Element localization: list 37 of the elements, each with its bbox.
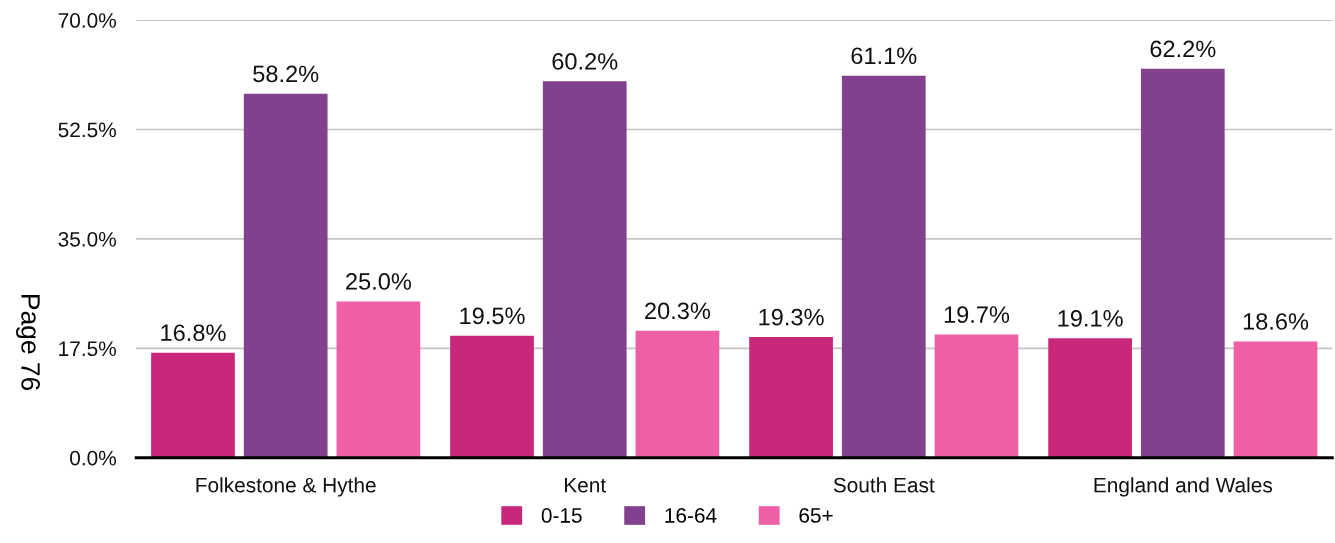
data-label: 58.2% <box>253 65 319 83</box>
x-tick-label: Folkestone & Hythe <box>196 477 376 497</box>
text: Page 76 <box>16 295 40 391</box>
y-tick-label: 17.5% <box>59 341 116 357</box>
data-label: 19.5% <box>460 307 525 325</box>
data-label: 62.2% <box>1150 40 1216 58</box>
bar <box>1140 68 1225 458</box>
bar <box>243 93 328 458</box>
data-label: 19.1% <box>1058 310 1123 327</box>
x-tick-label: Kent <box>565 477 607 493</box>
bar <box>336 301 421 458</box>
bar <box>635 330 720 458</box>
bar <box>542 81 627 458</box>
data-label: 16.8% <box>161 324 226 342</box>
data-label: 25.0% <box>346 273 412 290</box>
legend-label: 0-15 <box>541 508 582 523</box>
data-label: 20.3% <box>645 302 711 320</box>
bar <box>151 352 235 458</box>
data-label: 60.2% <box>552 53 618 70</box>
y-tick-label: 0.0% <box>70 450 116 466</box>
bar <box>749 337 833 458</box>
data-label: 18.6% <box>1243 313 1309 330</box>
x-tick-label: England and Wales <box>1094 477 1273 497</box>
legend-label: 65+ <box>799 508 833 523</box>
legend-label: 16-64 <box>665 508 717 523</box>
bar <box>1233 341 1318 458</box>
bar <box>450 335 534 458</box>
data-label: 19.7% <box>944 306 1010 323</box>
y-tick-label: 35.0% <box>58 231 116 247</box>
bar <box>934 334 1019 458</box>
y-tick-label: 70.0% <box>58 13 116 28</box>
data-label: 19.3% <box>759 308 824 326</box>
data-label: 61.1% <box>851 47 917 65</box>
bar <box>841 75 926 458</box>
bar <box>1048 338 1132 458</box>
y-tick-label: 52.5% <box>58 122 116 138</box>
x-tick-label: South East <box>833 477 935 493</box>
